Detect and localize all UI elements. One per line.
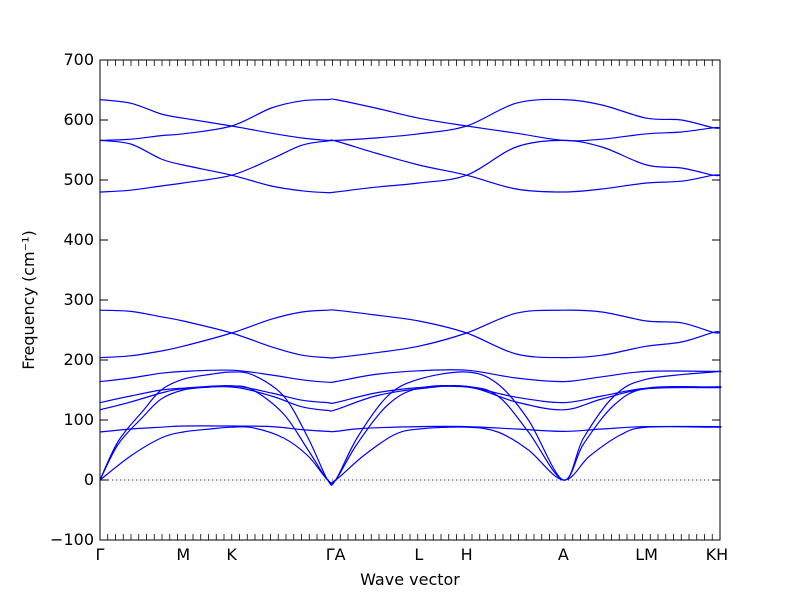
x-tick-label: A [558, 545, 569, 564]
y-tick-label: 700 [63, 50, 94, 69]
y-tick-label: 600 [63, 110, 94, 129]
series-layer [99, 98, 722, 486]
y-tick-label: 0 [84, 470, 94, 489]
y-tick-label: −100 [50, 530, 94, 549]
band-line-6 [99, 385, 722, 405]
y-tick-label: 200 [63, 350, 94, 369]
band-line-1 [99, 426, 722, 484]
band-line-8 [99, 309, 721, 359]
y-tick-label: 300 [63, 290, 94, 309]
x-tick-label: K [226, 545, 237, 564]
x-tick-label: L [414, 545, 423, 564]
band-line-2 [99, 384, 722, 485]
band-line-3 [99, 370, 722, 486]
x-tick-label: ΓA [326, 545, 346, 564]
y-tick-label: 100 [63, 410, 94, 429]
x-tick-label: LM [635, 545, 658, 564]
band-line-7 [99, 369, 722, 384]
x-tick-label: KH [706, 545, 729, 564]
band-line-13 [99, 98, 721, 142]
band-line-5 [99, 385, 722, 412]
y-tick-label: 400 [63, 230, 94, 249]
x-tick-label: H [461, 545, 473, 564]
band-line-10 [99, 139, 721, 193]
x-tick-label: M [176, 545, 190, 564]
x-tick-label: Γ [96, 545, 105, 564]
band-line-12 [99, 98, 721, 142]
x-axis-label: Wave vector [360, 570, 460, 589]
band-line-9 [99, 309, 721, 359]
y-axis-label: Frequency (cm⁻¹) [19, 230, 38, 369]
y-tick-label: 500 [63, 170, 94, 189]
band-line-4 [99, 425, 722, 433]
band-line-11 [99, 139, 721, 194]
tick-layer: −100 0 100 200 300 400 500 600 700 Γ M K ΓA L H A LM KH [50, 50, 728, 564]
